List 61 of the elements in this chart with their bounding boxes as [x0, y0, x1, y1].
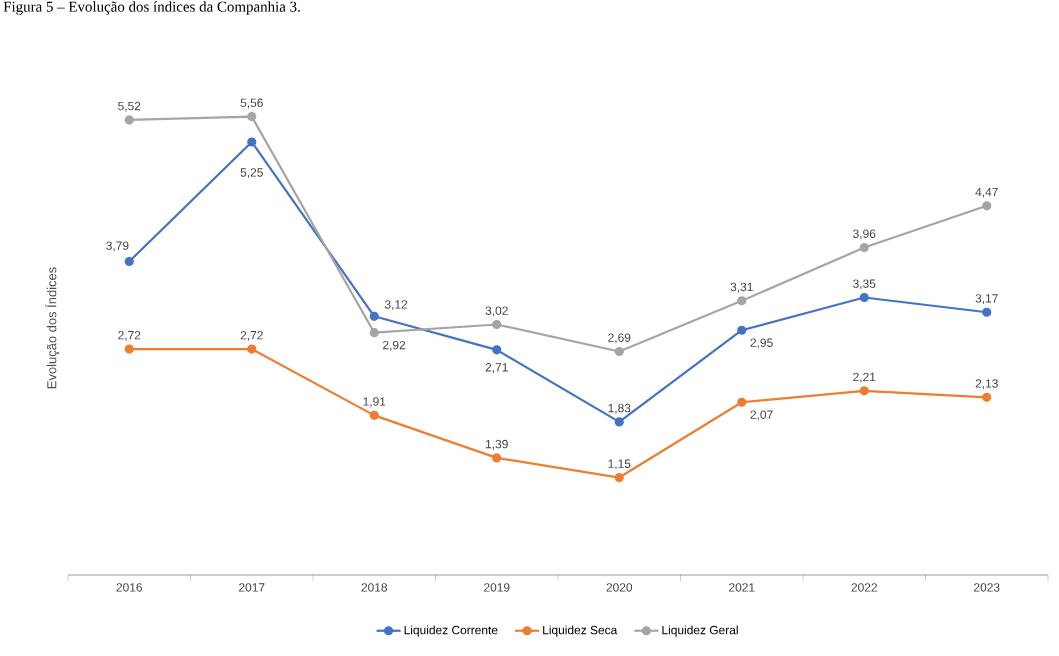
- point: [737, 397, 747, 407]
- data-label: 1,39: [486, 439, 508, 450]
- legend-label: Liquidez Corrente: [404, 625, 498, 637]
- point: [859, 242, 869, 253]
- data-label: 5,25: [240, 168, 263, 179]
- point: [124, 115, 134, 125]
- data-label: 2,95: [750, 338, 773, 349]
- point: [492, 345, 502, 355]
- data-label: 3,12: [384, 300, 408, 311]
- x-tick-label: 2022: [851, 583, 877, 592]
- point: [247, 112, 257, 122]
- point: [492, 453, 502, 463]
- data-label: 2,72: [240, 330, 263, 341]
- point: [982, 392, 992, 402]
- legend-label: Liquidez Geral: [662, 625, 738, 637]
- y-axis-title: Evolução dos Índices: [45, 267, 59, 389]
- data-label: 2,13: [975, 379, 998, 390]
- data-label: 1,91: [363, 397, 386, 408]
- point: [982, 307, 992, 317]
- data-label: 3,31: [730, 282, 753, 293]
- x-tick-label: 2021: [729, 583, 755, 592]
- data-label: 3,17: [975, 294, 998, 305]
- point: [124, 256, 134, 267]
- x-tick-label: 2019: [484, 583, 510, 592]
- data-label: 2,72: [118, 330, 141, 341]
- data-label: 2,69: [608, 333, 631, 344]
- point: [982, 201, 992, 211]
- point: [369, 311, 379, 321]
- data-label: 2,71: [485, 363, 508, 373]
- point: [247, 344, 257, 354]
- point: [614, 346, 624, 357]
- x-tick-label: 2023: [974, 583, 1000, 592]
- data-label: 2,21: [853, 372, 876, 383]
- data-label: 1,83: [608, 403, 631, 414]
- chart-title: Figura 5 – Evolução dos índices da Companhia 3.: [3, 1, 300, 15]
- legend-label: Liquidez Seca: [543, 625, 618, 637]
- x-tick-label: 2020: [606, 583, 633, 592]
- point: [247, 137, 257, 147]
- point: [614, 417, 624, 427]
- data-label: 3,02: [485, 306, 508, 317]
- data-label: 3,96: [853, 229, 876, 240]
- x-tick-label: 2018: [361, 583, 388, 592]
- point: [369, 410, 379, 420]
- point: [859, 292, 869, 303]
- point: [369, 328, 379, 338]
- point: [859, 386, 869, 396]
- data-label: 3,79: [106, 241, 129, 252]
- data-label: 2,92: [383, 340, 406, 351]
- point: [124, 344, 134, 354]
- point: [492, 319, 502, 330]
- point: [737, 296, 747, 306]
- data-label: 4,47: [975, 187, 998, 198]
- data-label: 3,35: [853, 279, 876, 290]
- x-tick-label: 2017: [239, 583, 265, 592]
- point: [614, 472, 624, 483]
- data-label: 5,56: [240, 98, 263, 109]
- data-label: 5,52: [118, 101, 141, 112]
- data-label: 2,07: [750, 410, 773, 421]
- point: [737, 325, 747, 335]
- data-label: 1,15: [608, 459, 631, 470]
- x-tick-label: 2016: [116, 583, 143, 592]
